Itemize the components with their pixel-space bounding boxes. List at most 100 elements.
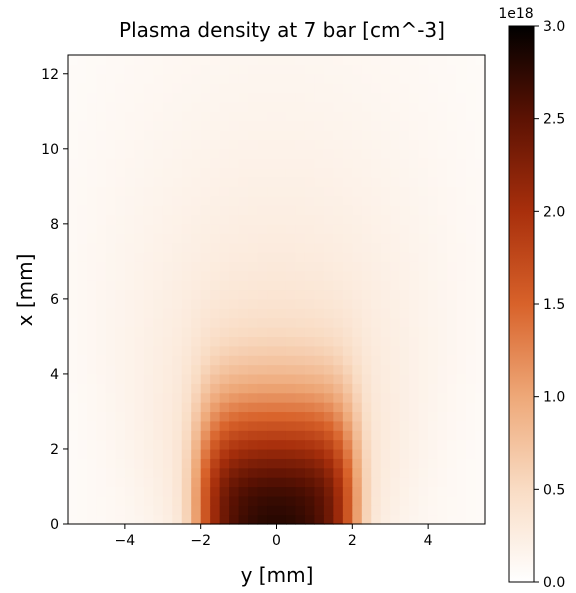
heatmap-cell	[428, 261, 439, 272]
heatmap-cell	[143, 64, 154, 75]
heatmap-cell	[361, 186, 372, 197]
heatmap-cell	[314, 130, 325, 141]
heatmap-cell	[390, 270, 401, 281]
heatmap-cell	[210, 477, 221, 488]
heatmap-cell	[314, 495, 325, 506]
heatmap-cell	[304, 355, 316, 366]
heatmap-cell	[219, 195, 230, 206]
heatmap-cell	[447, 101, 458, 112]
heatmap-cell	[162, 514, 173, 525]
heatmap-cell	[200, 233, 211, 244]
heatmap-cell	[304, 186, 316, 197]
heatmap-cell	[77, 364, 88, 375]
heatmap-cell	[86, 402, 98, 413]
heatmap-cell	[68, 120, 79, 131]
heatmap-cell	[86, 289, 98, 300]
heatmap-cell	[399, 514, 410, 525]
heatmap-cell	[77, 486, 88, 497]
heatmap-cell	[295, 514, 306, 525]
heatmap-cell	[456, 242, 467, 253]
heatmap-cell	[181, 233, 192, 244]
heatmap-cell	[295, 317, 306, 328]
heatmap-cell	[314, 420, 325, 431]
heatmap-cell	[210, 205, 221, 216]
heatmap-cell	[285, 345, 297, 356]
heatmap-cell	[276, 514, 287, 525]
heatmap-cell	[409, 111, 420, 122]
heatmap-cell	[134, 420, 145, 431]
heatmap-cell	[314, 73, 325, 84]
heatmap-cell	[105, 411, 116, 422]
heatmap-cell	[418, 373, 429, 384]
heatmap-cell	[200, 158, 211, 169]
heatmap-cell	[409, 289, 420, 300]
heatmap-cell	[238, 148, 249, 159]
heatmap-cell	[181, 64, 192, 75]
heatmap-cell	[267, 111, 278, 122]
heatmap-cell	[390, 92, 401, 103]
heatmap-cell	[399, 261, 410, 272]
heatmap-cell	[295, 242, 306, 253]
heatmap-cell	[323, 223, 334, 234]
heatmap-cell	[77, 383, 88, 394]
heatmap-cell	[124, 308, 135, 319]
heatmap-cell	[390, 317, 401, 328]
heatmap-cell	[200, 336, 211, 347]
heatmap-cell	[238, 92, 249, 103]
heatmap-cell	[134, 270, 145, 281]
heatmap-cell	[267, 402, 278, 413]
heatmap-cell	[124, 383, 135, 394]
heatmap-cell	[285, 458, 297, 469]
heatmap-cell	[342, 411, 353, 422]
heatmap-cell	[172, 364, 183, 375]
heatmap-cell	[248, 101, 259, 112]
heatmap-cell	[390, 186, 401, 197]
heatmap-cell	[390, 439, 401, 450]
heatmap-cell	[68, 205, 79, 216]
heatmap-cell	[124, 458, 135, 469]
heatmap-cell	[143, 139, 154, 150]
heatmap-cell	[371, 167, 382, 178]
heatmap-cell	[219, 477, 230, 488]
heatmap-cell	[285, 336, 297, 347]
heatmap-cell	[153, 298, 164, 309]
heatmap-cell	[466, 223, 477, 234]
heatmap-cell	[77, 195, 88, 206]
heatmap-cell	[380, 92, 391, 103]
heatmap-cell	[257, 467, 268, 478]
heatmap-cell	[210, 439, 221, 450]
heatmap-cell	[172, 214, 183, 225]
heatmap-cell	[447, 55, 458, 65]
heatmap-cell	[153, 486, 164, 497]
heatmap-cell	[172, 486, 183, 497]
heatmap-cell	[238, 55, 249, 65]
heatmap-cell	[276, 139, 287, 150]
heatmap-cell	[323, 195, 334, 206]
heatmap-cell	[68, 270, 79, 281]
heatmap-cell	[285, 251, 297, 262]
heatmap-cell	[466, 467, 477, 478]
heatmap-cell	[181, 205, 192, 216]
heatmap-cell	[399, 308, 410, 319]
heatmap-cell	[466, 420, 477, 431]
heatmap-cell	[380, 64, 391, 75]
heatmap-cell	[162, 289, 173, 300]
heatmap-cell	[210, 373, 221, 384]
heatmap-cell	[105, 505, 116, 516]
heatmap-cell	[409, 83, 420, 94]
heatmap-cell	[143, 467, 154, 478]
heatmap-cell	[323, 55, 334, 65]
heatmap-cell	[276, 486, 287, 497]
heatmap-cell	[172, 270, 183, 281]
heatmap-cell	[191, 139, 202, 150]
heatmap-cell	[276, 458, 287, 469]
heatmap-cell	[200, 214, 211, 225]
heatmap-cell	[115, 270, 126, 281]
heatmap-cell	[219, 64, 230, 75]
heatmap-cell	[323, 430, 334, 441]
heatmap-cell	[124, 158, 135, 169]
heatmap-cell	[210, 327, 221, 337]
heatmap-cell	[428, 327, 439, 337]
heatmap-cell	[210, 167, 221, 178]
heatmap-cell	[466, 373, 477, 384]
